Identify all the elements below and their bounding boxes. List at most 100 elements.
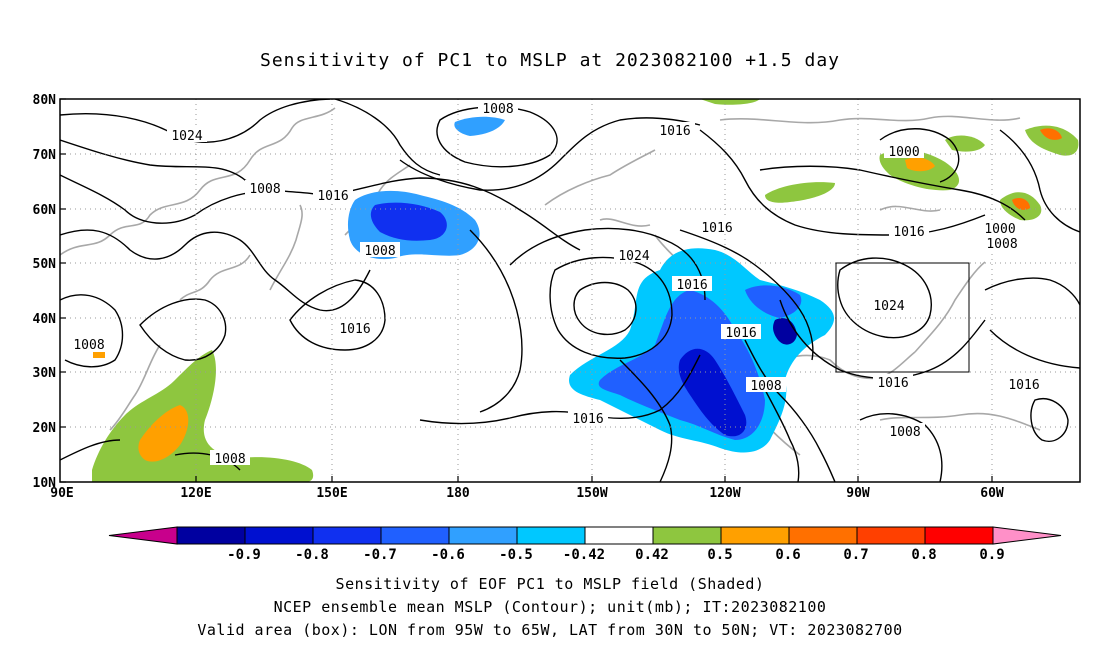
colorbar-tick-label: 0.9 <box>979 547 1004 563</box>
valid-area-box <box>835 262 970 373</box>
lon-label: 120W <box>709 486 740 501</box>
contour-line <box>469 229 523 413</box>
contour-label: 1008 <box>360 242 400 259</box>
contour-line <box>60 174 271 224</box>
contour-label: 1016 <box>1004 376 1044 393</box>
contour-label: 1008 <box>69 336 109 353</box>
colorbar-tick-label: -0.5 <box>499 547 533 563</box>
coastline-east-america <box>879 205 986 353</box>
colorbar-segment <box>652 526 722 545</box>
contour-line <box>679 229 814 361</box>
contour-label: 1016 <box>313 187 353 204</box>
coastline-alaska <box>544 149 656 227</box>
colorbar-segment <box>720 526 790 545</box>
lat-label: 50N <box>33 257 57 272</box>
lon-label: 90W <box>846 486 870 501</box>
sensitivity-shading <box>92 99 1079 482</box>
svg-text:1016: 1016 <box>659 124 690 139</box>
lon-label: 90E <box>50 486 73 501</box>
coastline-japan <box>269 204 303 291</box>
svg-text:1024: 1024 <box>171 129 202 144</box>
lon-label: 150E <box>316 486 347 501</box>
contour-line <box>759 379 800 482</box>
shade-negative-northwest-core <box>370 202 447 241</box>
lat-label: 60N <box>33 203 57 218</box>
colorbar-segment <box>516 526 586 545</box>
contour-line <box>1030 398 1069 442</box>
latitude-labels: 80N 70N 60N 50N 40N 30N 20N 10N <box>33 93 57 491</box>
svg-text:1008: 1008 <box>214 452 245 467</box>
svg-text:1008: 1008 <box>750 379 781 394</box>
shade-positive-west-pacific-small <box>93 352 105 358</box>
colorbar-segment <box>448 526 518 545</box>
contour-line <box>879 128 960 183</box>
contour-line <box>759 165 1026 221</box>
contour-line <box>999 129 1080 233</box>
colorbar-tick-label: -0.42 <box>563 547 605 563</box>
contour-line <box>744 339 836 482</box>
contour-line <box>139 298 227 361</box>
contour-label: 1000 <box>884 143 924 160</box>
map-panel: 1024 1008 1016 1008 1016 1016 1008 1016 … <box>60 99 1080 482</box>
colorbar-tick-label: 0.7 <box>843 547 868 563</box>
contour-line <box>573 281 637 336</box>
svg-text:1016: 1016 <box>1008 378 1039 393</box>
colorbar-tick-label: -0.6 <box>431 547 465 563</box>
colorbar-high-end <box>992 526 1062 545</box>
contour-line <box>509 227 706 301</box>
shade-negative-strong <box>678 348 747 437</box>
contour-label: 1000 <box>980 220 1020 237</box>
colorbar-tick-label: 0.5 <box>707 547 732 563</box>
svg-text:1016: 1016 <box>676 278 707 293</box>
contour-line <box>984 277 1080 306</box>
shade-positive-arctic-east-core <box>905 157 935 172</box>
contour-line <box>60 99 331 143</box>
svg-text:1008: 1008 <box>364 244 395 259</box>
colorbar-segment <box>584 526 654 545</box>
contour-label: 1016 <box>889 223 929 240</box>
colorbar-segment <box>312 526 382 545</box>
shade-positive-north-atlantic-core <box>1012 197 1030 210</box>
contour-label: 1008 <box>746 377 786 394</box>
svg-text:1016: 1016 <box>725 326 756 341</box>
contour-label: 1016 <box>672 276 712 293</box>
contour-line <box>989 329 1080 369</box>
colorbar-segment <box>176 526 246 545</box>
colorbar-tick-label: 0.8 <box>911 547 936 563</box>
colorbar-tick-label: -0.7 <box>363 547 397 563</box>
lon-label: 60W <box>980 486 1004 501</box>
contour-label: 1008 <box>245 180 285 197</box>
lat-label: 80N <box>33 93 57 108</box>
contour-label: 1016 <box>655 122 695 139</box>
lat-label: 20N <box>33 421 57 436</box>
coastline-arctic <box>719 115 1021 124</box>
contour-labels: 1024 1008 1016 1008 1016 1016 1008 1016 … <box>69 100 1044 440</box>
lat-label: 40N <box>33 312 57 327</box>
colorbar-tick-label: -0.8 <box>295 547 329 563</box>
caption-valid-area: Valid area (box): LON from 95W to 65W, L… <box>197 621 903 639</box>
svg-text:1016: 1016 <box>893 225 924 240</box>
svg-text:1000: 1000 <box>984 222 1015 237</box>
contour-line <box>60 229 371 312</box>
colorbar-tick-label: 0.42 <box>635 547 669 563</box>
contour-line <box>289 279 386 351</box>
svg-text:1024: 1024 <box>618 249 649 264</box>
svg-text:1008: 1008 <box>73 338 104 353</box>
map-frame <box>59 98 1081 483</box>
chart-title: Sensitivity of PC1 to MSLP at 2023082100… <box>259 50 840 71</box>
colorbar-segment <box>380 526 450 545</box>
svg-text:1008: 1008 <box>249 182 280 197</box>
colorbar-segment <box>856 526 926 545</box>
caption-shaded: Sensitivity of EOF PC1 to MSLP field (Sh… <box>335 575 765 593</box>
lat-label: 30N <box>33 366 57 381</box>
shade-negative-arctic <box>454 116 505 136</box>
shade-positive-greenland <box>1025 125 1079 156</box>
lon-label: 120E <box>180 486 211 501</box>
contour-label: 1008 <box>478 100 518 117</box>
contour-label: 1008 <box>885 423 925 440</box>
lat-label: 70N <box>33 148 57 163</box>
axis-ticks <box>60 98 993 483</box>
shade-positive-greenland-core <box>1040 128 1062 140</box>
caption-contour: NCEP ensemble mean MSLP (Contour); unit(… <box>273 598 827 616</box>
